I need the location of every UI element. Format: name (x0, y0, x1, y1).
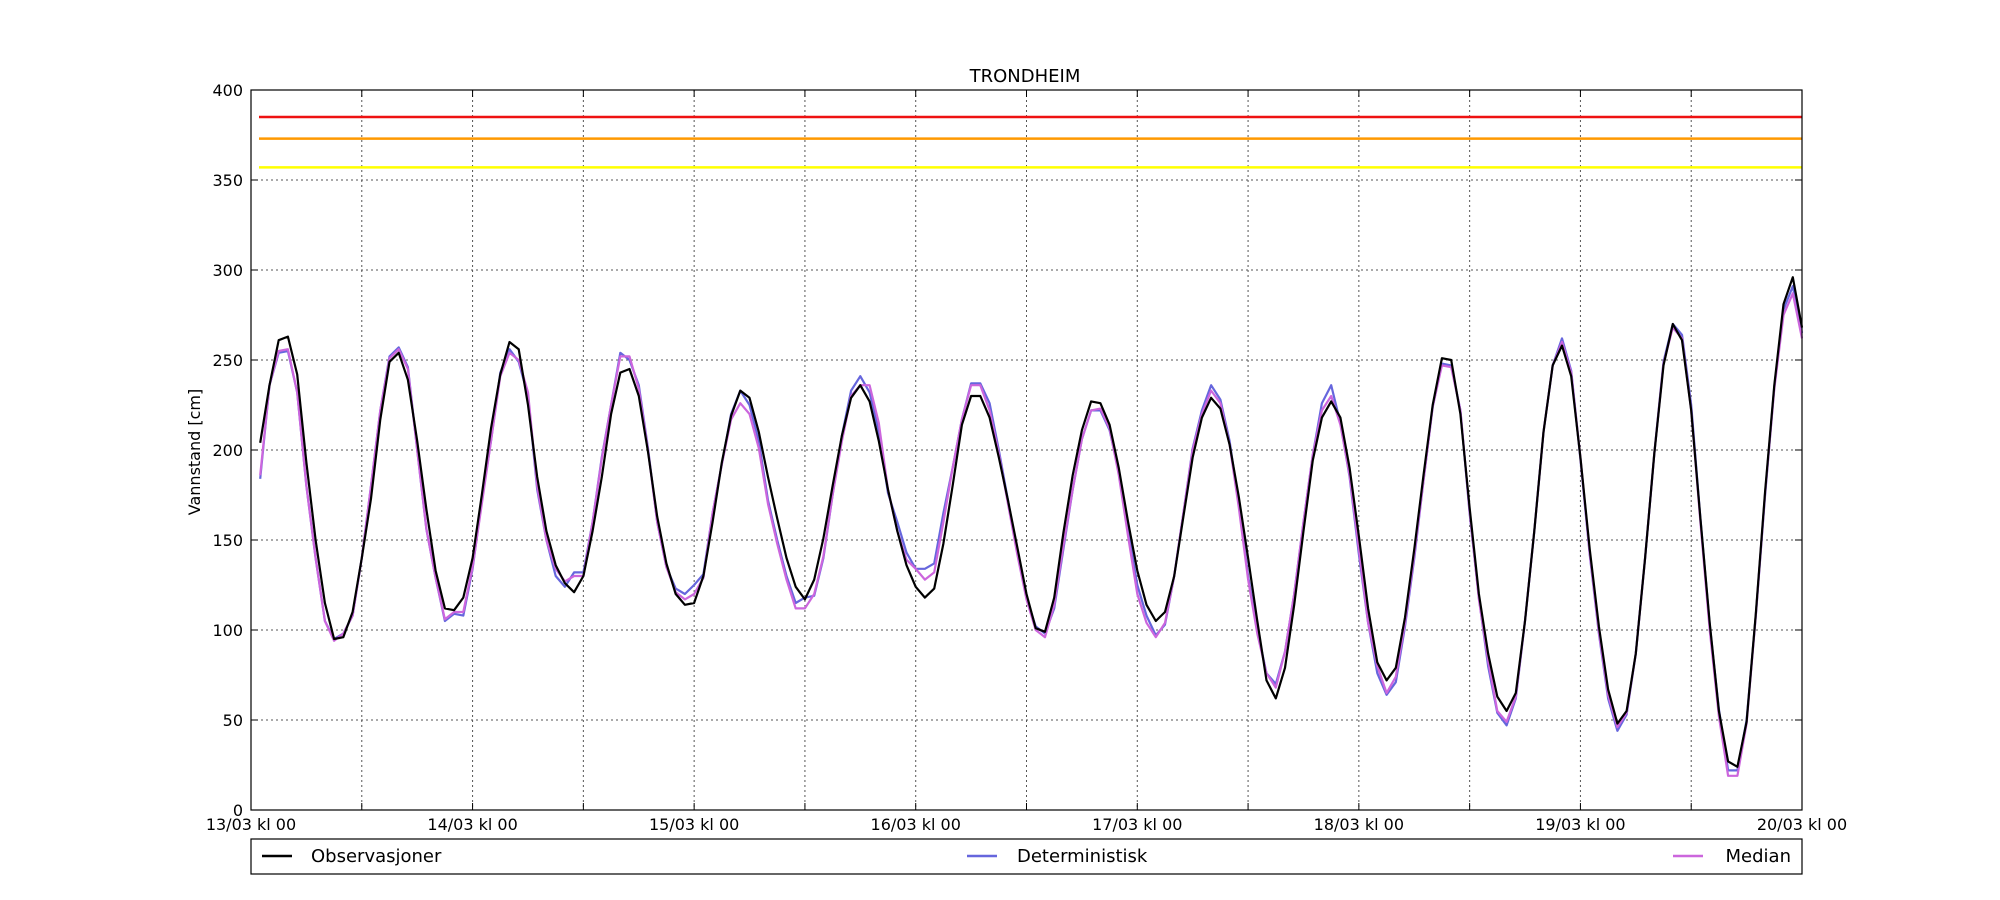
y-tick-label: 0 (233, 801, 243, 820)
x-tick-label: 16/03 kl 00 (871, 815, 961, 834)
series-lines (259, 276, 1804, 777)
x-tick-label: 17/03 kl 00 (1092, 815, 1182, 834)
legend-label: Median (1726, 846, 1791, 867)
chart-title: TRONDHEIM (969, 66, 1081, 87)
x-tick-label: 15/03 kl 00 (649, 815, 739, 834)
y-tick-label: 300 (212, 261, 243, 280)
axis-ticks: 0 50 100 150 200 250 300 350 400 13/03 kl 00 14/03… (206, 81, 1847, 834)
x-tick-label: 19/03 kl 00 (1535, 815, 1625, 834)
legend: Observasjoner Deterministisk Median (250, 838, 1803, 875)
threshold-lines (259, 115, 1802, 169)
legend-label: Observasjoner (311, 846, 442, 867)
y-tick-label: 150 (212, 531, 243, 550)
legend-box (250, 838, 1803, 875)
y-tick-label: 200 (212, 441, 243, 460)
y-axis-label: Vannstand [cm] (185, 389, 204, 515)
x-tick-label: 20/03 kl 00 (1757, 815, 1847, 834)
y-tick-label: 400 (212, 81, 243, 100)
grid-lines (251, 90, 1802, 810)
x-tick-label: 13/03 kl 00 (206, 815, 296, 834)
y-tick-label: 250 (212, 351, 243, 370)
legend-label: Deterministisk (1017, 846, 1148, 867)
x-tick-label: 14/03 kl 00 (427, 815, 517, 834)
x-tick-label: 18/03 kl 00 (1314, 815, 1404, 834)
y-tick-label: 100 (212, 621, 243, 640)
y-tick-label: 350 (212, 171, 243, 190)
series-line-observasjoner (259, 276, 1804, 768)
y-tick-label: 50 (223, 711, 243, 730)
series-line-deterministisk (259, 285, 1804, 772)
